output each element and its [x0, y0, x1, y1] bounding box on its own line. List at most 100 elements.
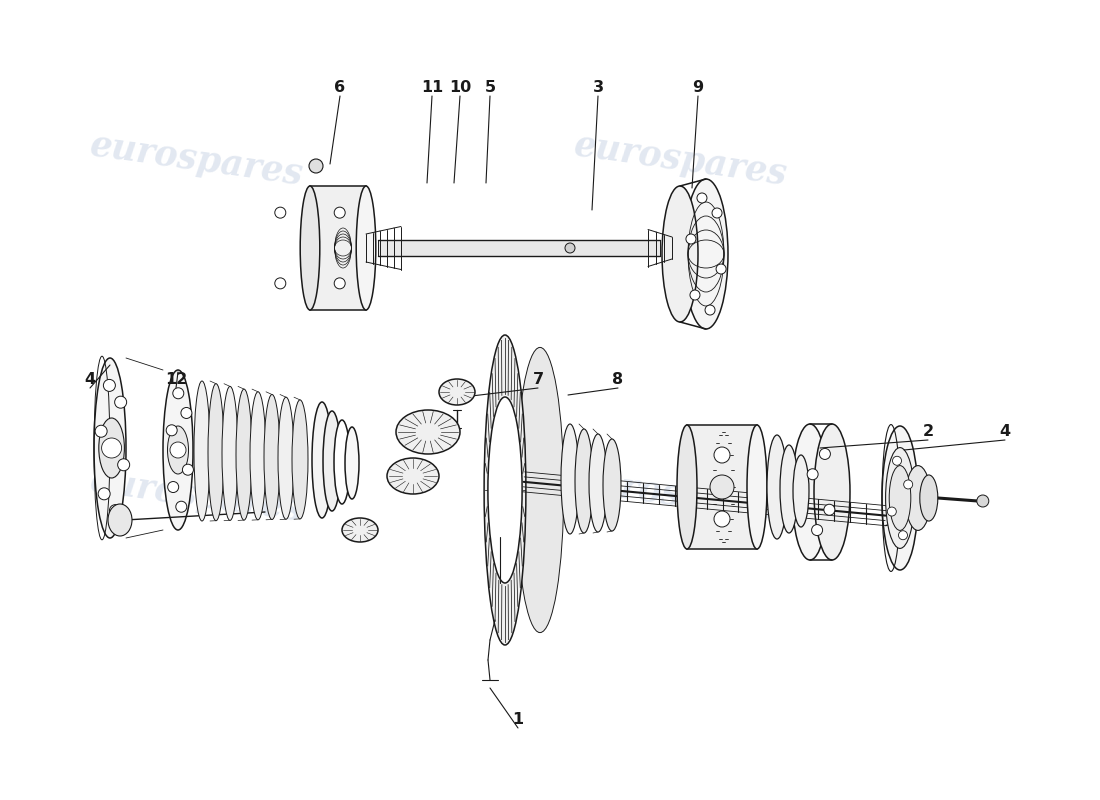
Ellipse shape: [300, 186, 320, 310]
Text: 11: 11: [421, 81, 443, 95]
Ellipse shape: [439, 379, 475, 405]
Circle shape: [824, 504, 835, 515]
Circle shape: [103, 379, 116, 391]
Ellipse shape: [920, 475, 938, 521]
Ellipse shape: [603, 439, 622, 531]
Ellipse shape: [356, 186, 376, 310]
Circle shape: [820, 449, 830, 459]
Circle shape: [166, 425, 177, 436]
Circle shape: [888, 507, 896, 516]
Circle shape: [101, 438, 122, 458]
Circle shape: [807, 469, 818, 480]
Ellipse shape: [747, 425, 767, 549]
Text: eurospares: eurospares: [572, 128, 790, 192]
Ellipse shape: [488, 397, 522, 583]
Ellipse shape: [334, 420, 350, 504]
Ellipse shape: [99, 418, 124, 478]
Circle shape: [170, 442, 186, 458]
Text: 4: 4: [1000, 425, 1011, 439]
Text: 8: 8: [613, 373, 624, 387]
Ellipse shape: [208, 384, 224, 521]
Ellipse shape: [345, 427, 359, 499]
Circle shape: [904, 480, 913, 489]
Ellipse shape: [278, 397, 294, 519]
Ellipse shape: [194, 381, 210, 521]
Ellipse shape: [780, 445, 798, 533]
Bar: [378, 240, 660, 256]
Ellipse shape: [793, 455, 808, 527]
Text: 6: 6: [334, 81, 345, 95]
Circle shape: [167, 482, 178, 493]
Ellipse shape: [676, 425, 697, 549]
Ellipse shape: [222, 386, 238, 520]
Circle shape: [180, 407, 191, 418]
Circle shape: [275, 278, 286, 289]
Ellipse shape: [387, 458, 439, 494]
Circle shape: [176, 502, 187, 512]
Circle shape: [899, 530, 907, 540]
Circle shape: [697, 193, 707, 203]
Text: 12: 12: [165, 373, 187, 387]
Ellipse shape: [163, 370, 192, 530]
Ellipse shape: [882, 426, 918, 570]
Circle shape: [812, 525, 823, 535]
Circle shape: [334, 207, 345, 218]
Ellipse shape: [250, 392, 266, 520]
Ellipse shape: [236, 389, 252, 520]
Circle shape: [275, 207, 286, 218]
Circle shape: [686, 234, 696, 244]
Circle shape: [98, 488, 110, 500]
Bar: [310, 186, 366, 310]
Ellipse shape: [323, 411, 341, 511]
Ellipse shape: [662, 186, 698, 322]
Text: 3: 3: [593, 81, 604, 95]
Circle shape: [712, 208, 722, 218]
Ellipse shape: [814, 424, 850, 560]
Circle shape: [690, 290, 700, 300]
Ellipse shape: [561, 424, 579, 534]
Circle shape: [565, 243, 575, 253]
Circle shape: [309, 159, 323, 173]
Ellipse shape: [767, 435, 786, 539]
Circle shape: [705, 305, 715, 315]
Bar: [688, 425, 757, 549]
Ellipse shape: [94, 358, 126, 538]
Text: 10: 10: [449, 81, 471, 95]
Ellipse shape: [396, 410, 460, 454]
Text: 2: 2: [923, 425, 934, 439]
Text: 4: 4: [85, 373, 96, 387]
Ellipse shape: [292, 400, 308, 519]
Text: 7: 7: [532, 373, 543, 387]
Text: 1: 1: [513, 713, 524, 727]
Circle shape: [183, 464, 194, 475]
Ellipse shape: [108, 504, 132, 536]
Text: 5: 5: [484, 81, 496, 95]
Circle shape: [977, 495, 989, 507]
Circle shape: [714, 447, 730, 463]
Text: eurospares: eurospares: [88, 464, 306, 528]
Text: eurospares: eurospares: [572, 464, 790, 528]
Ellipse shape: [588, 434, 607, 532]
Ellipse shape: [264, 394, 280, 519]
Circle shape: [114, 396, 126, 408]
Ellipse shape: [516, 347, 563, 633]
Circle shape: [710, 475, 734, 499]
Ellipse shape: [342, 518, 378, 542]
Ellipse shape: [484, 335, 526, 645]
Ellipse shape: [684, 179, 728, 329]
Circle shape: [334, 278, 345, 289]
Text: 9: 9: [692, 81, 704, 95]
Circle shape: [109, 505, 121, 517]
Ellipse shape: [905, 466, 931, 530]
Circle shape: [714, 511, 730, 527]
Ellipse shape: [889, 466, 911, 530]
Circle shape: [892, 456, 902, 466]
Ellipse shape: [886, 448, 914, 549]
Circle shape: [716, 264, 726, 274]
Text: eurospares: eurospares: [88, 128, 306, 192]
Ellipse shape: [312, 402, 332, 518]
Circle shape: [118, 458, 130, 470]
Circle shape: [173, 388, 184, 398]
Circle shape: [95, 426, 107, 438]
Ellipse shape: [792, 424, 828, 560]
